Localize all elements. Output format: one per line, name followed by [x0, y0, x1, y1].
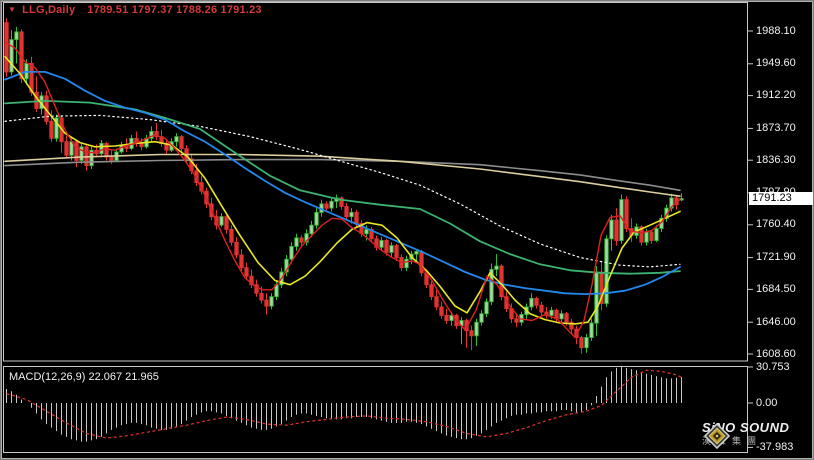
price-axis-label: 1721.90 — [756, 251, 796, 264]
chart-title-bar: ▼ LLG,Daily 1789.51 1797.37 1788.26 1791… — [8, 3, 262, 17]
collapse-arrow-icon[interactable]: ▼ — [8, 5, 17, 14]
macd-histogram — [6, 367, 682, 442]
macd-signal-line — [6, 369, 682, 439]
current-price-badge: 1791.23 — [749, 192, 813, 205]
ma-blue — [4, 71, 681, 296]
ma-long-gray — [4, 158, 681, 192]
price-axis-label: 1949.60 — [756, 57, 796, 70]
ma-red-fast — [4, 41, 681, 339]
price-axis-label: 1608.60 — [756, 347, 796, 360]
main-chart-panel[interactable] — [3, 2, 748, 362]
price-axis-label: 1873.70 — [756, 121, 796, 134]
ma-long-wheat — [4, 153, 681, 197]
broker-watermark: SiNO SOUND 漢聲集團 — [702, 421, 789, 450]
price-axis-label: 1684.50 — [756, 282, 796, 295]
price-axis-label: 1646.00 — [756, 315, 796, 328]
ohlc-quote-label: 1789.51 1797.37 1788.26 1791.23 — [87, 4, 262, 16]
watermark-brand-cn-text: 漢聲集團 — [702, 436, 763, 446]
macd-indicator-label: MACD(12,26,9) 22.067 21.965 — [9, 371, 159, 383]
price-axis-label: 1760.40 — [756, 218, 796, 231]
price-axis-label: 1988.10 — [756, 24, 796, 37]
price-axis-label: 1912.20 — [756, 89, 796, 102]
macd-axis-label: 30.753 — [756, 360, 790, 373]
sino-sound-diamond-icon — [703, 422, 731, 450]
ma-white-dotted — [4, 114, 681, 268]
symbol-period-label: LLG,Daily — [22, 4, 76, 16]
macd-panel[interactable] — [3, 366, 748, 453]
price-axis-label: 1836.30 — [756, 153, 796, 166]
candles-layer — [4, 18, 684, 354]
macd-axis-label: 0.00 — [756, 396, 778, 409]
macd-axis-label: -37.983 — [756, 440, 794, 453]
ma-yellow — [4, 55, 681, 325]
